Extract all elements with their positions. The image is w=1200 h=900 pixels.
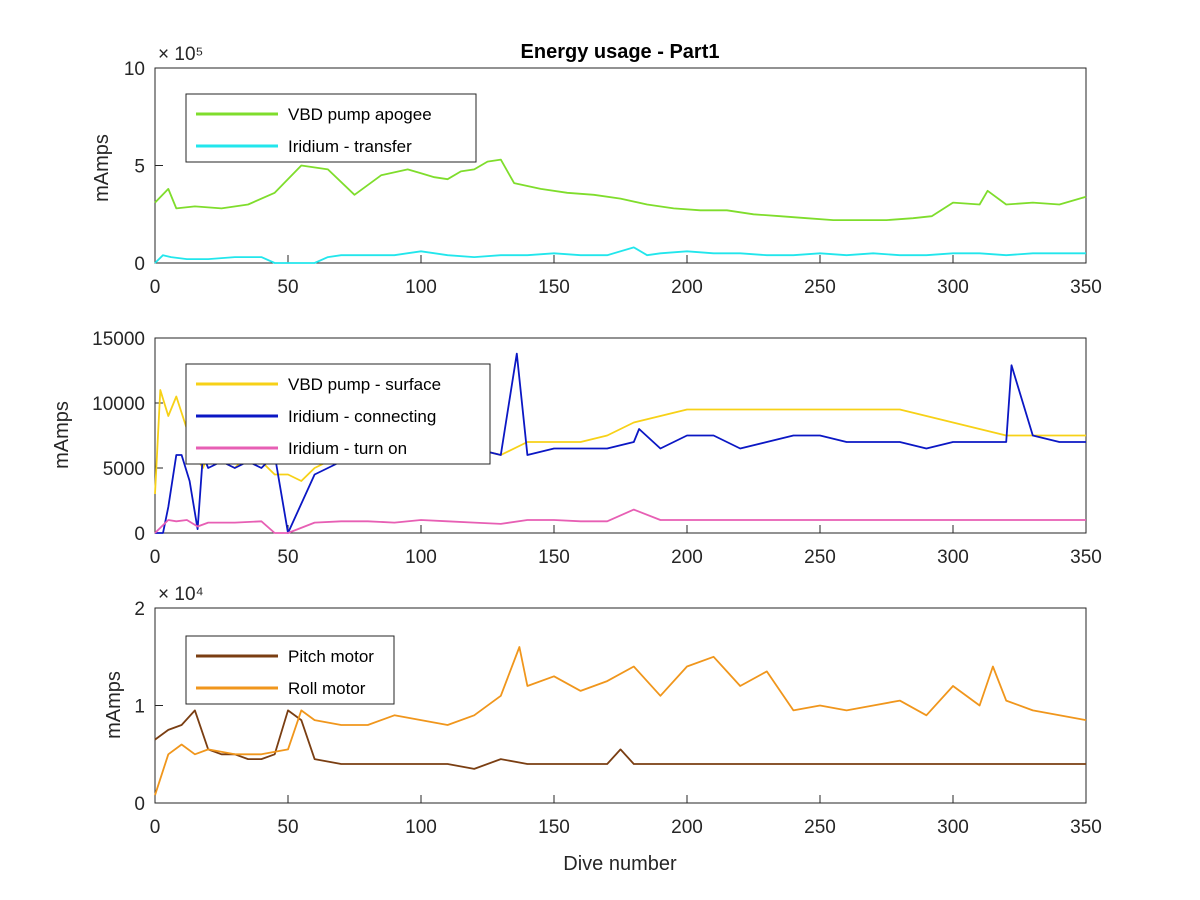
- panel-energy-surface: mAmps 0 50 100 150 200 250 300 350 0 5000 10000 150…: [51, 329, 1102, 568]
- x-tick-label: 150: [538, 817, 570, 838]
- series-line-roll-motor: [154, 646, 1087, 796]
- panel-energy-motors: × 10⁴ mAmps 0 50 100 150 200 250 300 350 0 1 2 Pit…: [103, 584, 1102, 838]
- x-tick-label: 300: [937, 547, 969, 568]
- y-tick-label: 0: [134, 794, 145, 815]
- x-tick-label: 50: [277, 277, 298, 298]
- legend-label: Iridium - transfer: [288, 137, 412, 156]
- x-tick-label: 100: [405, 817, 437, 838]
- legend-label: VBD pump - surface: [288, 375, 441, 394]
- y-axis-label: mAmps: [51, 401, 73, 469]
- y-tick-label: 0: [134, 524, 145, 545]
- series-line-iridium-connecting: [155, 352, 1086, 534]
- y-tick-label: 1: [134, 697, 145, 718]
- x-tick-label: 300: [937, 277, 969, 298]
- x-tick-label: 200: [671, 277, 703, 298]
- series-lines: [154, 646, 1087, 796]
- y-multiplier: × 10⁵: [158, 44, 203, 65]
- x-tick-label: 350: [1070, 277, 1102, 298]
- x-tick-label: 150: [538, 547, 570, 568]
- x-tick-label: 100: [405, 547, 437, 568]
- legend: Pitch motor Roll motor: [185, 635, 395, 705]
- axis-ticks: 0 50 100 150 200 250 300 350 0 5 10: [124, 59, 1102, 298]
- x-tick-label: 150: [538, 277, 570, 298]
- series-line-vbd-pump-apogee: [154, 158, 1087, 222]
- x-tick-label: 50: [277, 817, 298, 838]
- y-tick-label: 2: [134, 599, 145, 620]
- y-multiplier: × 10⁴: [158, 584, 204, 605]
- x-tick-label: 250: [804, 277, 836, 298]
- x-tick-label: 250: [804, 817, 836, 838]
- x-tick-label: 300: [937, 817, 969, 838]
- series-line-iridium-turn-on: [154, 508, 1086, 534]
- legend: VBD pump apogee Iridium - transfer: [185, 93, 477, 163]
- y-tick-label: 0: [134, 254, 145, 275]
- legend-label: Iridium - turn on: [288, 439, 407, 458]
- x-axis-label: Dive number: [563, 853, 677, 875]
- legend: VBD pump - surface Iridium - connecting Ir…: [185, 363, 491, 465]
- x-tick-label: 200: [671, 817, 703, 838]
- figure-title: Energy usage - Part1: [521, 41, 720, 63]
- x-tick-label: 0: [150, 817, 161, 838]
- legend-box: [185, 93, 477, 163]
- series-line-iridium-transfer: [154, 246, 1086, 264]
- x-tick-label: 250: [804, 547, 836, 568]
- y-tick-label: 5000: [103, 459, 145, 480]
- y-tick-label: 10000: [92, 394, 145, 415]
- axis-ticks: 0 50 100 150 200 250 300 350 0 5000 10000 15000: [92, 329, 1102, 568]
- series-line-pitch-motor: [154, 709, 1086, 770]
- axis-ticks: 0 50 100 150 200 250 300 350 0 1 2: [134, 599, 1101, 838]
- legend-label: Pitch motor: [288, 647, 374, 666]
- series-lines: [154, 158, 1087, 264]
- legend-label: Roll motor: [288, 679, 366, 698]
- legend-label: VBD pump apogee: [288, 105, 432, 124]
- y-axis-label: mAmps: [91, 134, 113, 202]
- y-axis-label: mAmps: [103, 671, 125, 739]
- x-tick-label: 100: [405, 277, 437, 298]
- y-tick-label: 10: [124, 59, 145, 80]
- x-tick-label: 50: [277, 547, 298, 568]
- legend-box: [185, 635, 395, 705]
- x-tick-label: 0: [150, 547, 161, 568]
- x-tick-label: 0: [150, 277, 161, 298]
- y-tick-label: 15000: [92, 329, 145, 350]
- x-tick-label: 350: [1070, 547, 1102, 568]
- x-tick-label: 200: [671, 547, 703, 568]
- x-tick-label: 350: [1070, 817, 1102, 838]
- panel-energy-apogee: × 10⁵ mAmps 0 50 100 150 200 250 300 350 0 5 10 VB…: [91, 44, 1102, 298]
- y-tick-label: 5: [134, 157, 145, 178]
- legend-label: Iridium - connecting: [288, 407, 436, 426]
